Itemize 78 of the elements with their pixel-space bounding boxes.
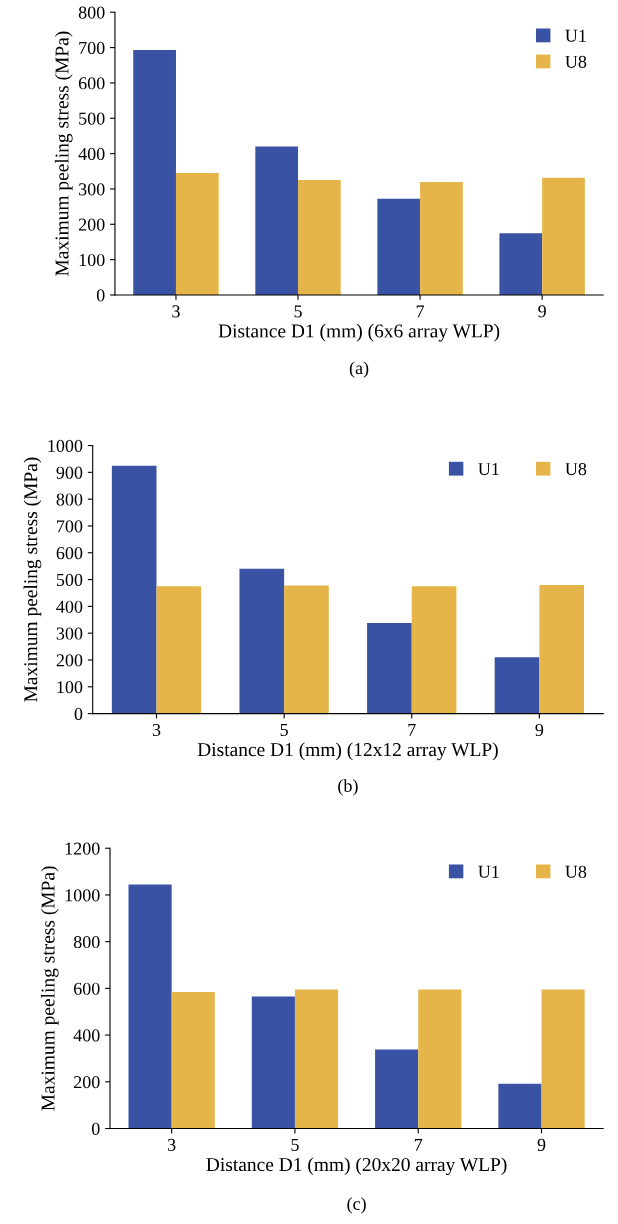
bar xyxy=(133,50,176,295)
y-tick-label: 200 xyxy=(56,654,83,667)
legend-label: U8 xyxy=(565,462,587,476)
bar xyxy=(498,1083,542,1129)
y-tick-label: 400 xyxy=(73,1029,100,1042)
x-tick-label: 5 xyxy=(280,724,288,737)
text: (b) xyxy=(338,779,358,796)
x-axis-title: Distance D1 (mm) (6x6 array WLP) xyxy=(218,323,500,342)
y-tick-label: 200 xyxy=(73,1076,100,1089)
y-tick-label: 700 xyxy=(79,41,105,55)
text: (c) xyxy=(347,1197,366,1214)
legend-label: U1 xyxy=(478,865,499,878)
bar xyxy=(255,146,299,295)
y-tick-label: 900 xyxy=(56,466,83,479)
x-tick-label: 7 xyxy=(416,305,425,318)
y-tick-label: 1000 xyxy=(48,439,83,452)
y-tick-label: 0 xyxy=(96,289,105,302)
legend-label: U8 xyxy=(565,55,587,68)
x-tick-label: 5 xyxy=(291,1138,299,1151)
x-tick-label: 9 xyxy=(535,723,544,737)
bar xyxy=(377,198,421,295)
y-tick-label: 0 xyxy=(74,707,83,721)
bar xyxy=(499,233,543,295)
bar xyxy=(539,584,585,714)
bar xyxy=(251,996,295,1129)
y-tick-label: 100 xyxy=(57,681,83,694)
y-axis-title: Maximum peeling stress (MPa) xyxy=(40,866,59,1111)
bar xyxy=(367,622,412,714)
legend-label: U1 xyxy=(565,29,586,42)
y-tick-label: 600 xyxy=(73,982,100,995)
bar xyxy=(111,465,157,714)
bar xyxy=(411,586,457,714)
bar xyxy=(418,989,462,1129)
legend-label: U1 xyxy=(478,463,499,476)
y-tick-label: 800 xyxy=(56,493,83,506)
y-axis-title: Maximum peeling stress (MPa) xyxy=(54,31,73,276)
y-tick-label: 500 xyxy=(56,573,83,587)
y-tick-label: 1000 xyxy=(65,889,100,902)
x-tick-label: 7 xyxy=(414,1138,423,1151)
bar xyxy=(284,585,329,714)
bar xyxy=(420,181,463,295)
legend-label: U8 xyxy=(565,865,587,878)
y-axis-title: Maximum peeling stress (MPa) xyxy=(23,457,42,702)
bar xyxy=(171,991,215,1129)
y-tick-label: 500 xyxy=(79,112,105,125)
y-tick-label: 300 xyxy=(79,183,105,196)
y-tick-label: 400 xyxy=(56,600,83,613)
x-tick-label: 7 xyxy=(408,724,416,736)
bar xyxy=(542,177,585,295)
x-tick-label: 3 xyxy=(168,1138,176,1151)
y-tick-label: 600 xyxy=(78,77,105,90)
y-tick-label: 800 xyxy=(78,6,105,19)
y-tick-label: 1200 xyxy=(65,842,100,855)
x-tick-label: 9 xyxy=(538,305,546,318)
y-tick-label: 400 xyxy=(78,147,105,161)
bar xyxy=(239,568,285,714)
y-tick-label: 100 xyxy=(79,253,105,267)
y-tick-label: 300 xyxy=(56,627,83,640)
bar xyxy=(294,989,339,1129)
bar xyxy=(175,173,219,295)
x-tick-label: 3 xyxy=(152,723,161,737)
x-tick-label: 5 xyxy=(294,305,302,318)
x-tick-label: 3 xyxy=(172,305,180,318)
y-tick-label: 700 xyxy=(57,520,83,533)
y-tick-label: 0 xyxy=(91,1122,100,1135)
y-tick-label: 200 xyxy=(78,218,105,231)
text: (a) xyxy=(349,361,369,378)
x-axis-title: Distance D1 (mm) (12x12 array WLP) xyxy=(197,742,498,761)
y-tick-label: 600 xyxy=(56,547,83,560)
x-tick-label: 9 xyxy=(537,1138,546,1151)
bar xyxy=(541,989,585,1129)
bar xyxy=(298,180,341,295)
bar xyxy=(494,657,540,714)
y-tick-label: 800 xyxy=(73,935,100,949)
bar xyxy=(156,586,202,714)
bar xyxy=(128,884,172,1129)
x-axis-title: Distance D1 (mm) (20x20 array WLP) xyxy=(206,1157,507,1176)
bar xyxy=(375,1049,419,1129)
